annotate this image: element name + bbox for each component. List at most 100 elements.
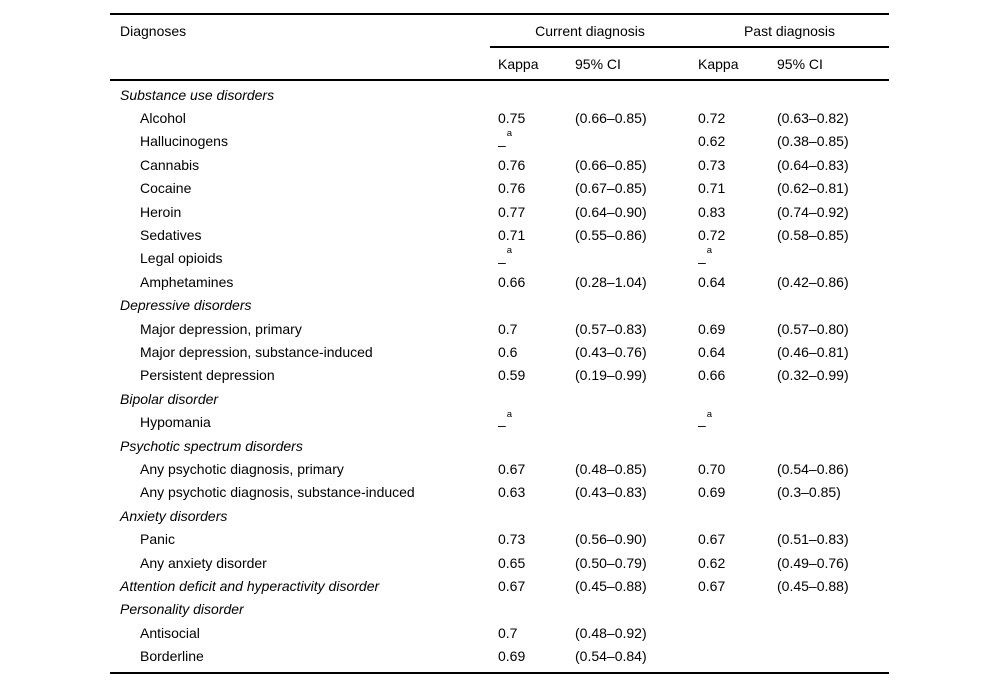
table-row: Cannabis 0.76 (0.66–0.85) 0.73 (0.64–0.83) [110, 153, 889, 176]
kappa-past-cell: –a [690, 410, 769, 433]
diagnosis-label: Substance use disorders [120, 86, 275, 103]
ci-past-cell: (0.32–0.99) [777, 367, 849, 384]
diagnosis-label: Amphetamines [140, 273, 234, 290]
reliability-table: Diagnoses Current diagnosis Past diagnos… [110, 13, 889, 674]
section-row: Bipolar disorder [110, 387, 889, 410]
kappa-current-cell: 0.63 [498, 484, 526, 501]
table-row: Persistent depression 0.59 (0.19–0.99) 0.66… [110, 364, 889, 387]
kappa-current-cell: 0.77 [498, 203, 526, 220]
diagnosis-label: Cannabis [140, 156, 200, 173]
column-header-diagnoses: Diagnoses [120, 22, 187, 39]
section-row: Attention deficit and hyperactivity diso… [110, 574, 889, 597]
table-row: Hallucinogens –a 0.62 (0.38–0.85) [110, 129, 889, 153]
table-row: Antisocial 0.7 (0.48–0.92) [110, 621, 889, 644]
diagnosis-label: Anxiety disorders [120, 507, 228, 524]
section-row: Substance use disorders [110, 83, 889, 106]
table-top-rule [110, 13, 889, 15]
diagnosis-label: Panic [140, 531, 176, 548]
subheader-ci-current: 95% CI [575, 55, 621, 72]
ci-past-cell: (0.51–0.83) [777, 531, 849, 548]
table-row: Any anxiety disorder 0.65 (0.50–0.79) 0.62 (… [110, 551, 889, 574]
diagnosis-label: Alcohol [140, 110, 186, 127]
diagnosis-label: Hypomania [140, 414, 211, 431]
kappa-current-cell: –a [490, 129, 567, 152]
kappa-past-cell: 0.70 [698, 460, 726, 477]
table-row: Major depression, primary 0.7 (0.57–0.83) 0… [110, 317, 889, 340]
table-row: Legal opioids –a –a [110, 246, 889, 270]
kappa-current-cell: 0.73 [498, 531, 526, 548]
ci-past-cell: (0.64–0.83) [777, 156, 849, 173]
kappa-current-cell: 0.69 [498, 648, 526, 665]
ci-past-cell: (0.45–0.88) [777, 577, 849, 594]
table-bottom-rule [110, 671, 889, 674]
ci-current-cell: (0.19–0.99) [575, 367, 647, 384]
ci-current-cell: (0.48–0.85) [575, 460, 647, 477]
kappa-past-cell: 0.83 [698, 203, 726, 220]
section-row: Personality disorder [110, 598, 889, 621]
ci-past-cell: (0.3–0.85) [777, 484, 841, 501]
kappa-past-cell: 0.62 [698, 133, 726, 150]
diagnosis-label: Depressive disorders [120, 297, 252, 314]
table-body: Substance use disorders Alcohol 0.75 (0.66–… [110, 81, 889, 672]
section-row: Anxiety disorders [110, 504, 889, 527]
ci-current-cell: (0.56–0.90) [575, 531, 647, 548]
kappa-current-cell: –a [490, 410, 567, 434]
kappa-current-cell: 0.7 [498, 624, 518, 641]
ci-current-cell: (0.66–0.85) [575, 110, 647, 127]
ci-past-cell: (0.46–0.81) [777, 343, 849, 360]
subheader-ci-past: 95% CI [777, 55, 823, 72]
kappa-past-cell: –a [690, 246, 769, 270]
kappa-past-cell: 0.67 [698, 531, 726, 548]
ci-current-cell: (0.64–0.90) [575, 203, 647, 220]
kappa-current-cell: –a [490, 246, 567, 269]
ci-past-cell: (0.49–0.76) [777, 554, 849, 571]
kappa-past-cell: 0.64 [698, 273, 726, 290]
ci-past-cell: (0.38–0.85) [777, 133, 849, 150]
ci-current-cell: (0.43–0.76) [575, 343, 647, 360]
ci-current-cell: (0.50–0.79) [575, 554, 647, 571]
kappa-past-cell: 0.69 [698, 320, 726, 337]
kappa-current-cell: 0.76 [498, 156, 526, 173]
kappa-current-cell: 0.6 [498, 343, 518, 360]
table-row: Hypomania –a –a [110, 410, 889, 433]
diagnosis-label: Heroin [140, 203, 182, 220]
table-row: Cocaine 0.76 (0.67–0.85) 0.71 (0.62–0.81) [110, 177, 889, 200]
ci-past-cell: (0.74–0.92) [777, 203, 849, 220]
footnote-a-marker: a [706, 408, 713, 420]
table-row: Any psychotic diagnosis, substance-induc… [110, 481, 889, 504]
subheader-kappa-current: Kappa [498, 55, 539, 72]
diagnosis-label: Any psychotic diagnosis, primary [140, 460, 344, 477]
kappa-past-cell: 0.66 [698, 367, 726, 384]
table-row: Panic 0.73 (0.56–0.90) 0.67 (0.51–0.83) [110, 527, 889, 550]
ci-current-cell: (0.67–0.85) [575, 180, 647, 197]
ci-past-cell: (0.63–0.82) [777, 110, 849, 127]
kappa-current-cell: 0.67 [498, 577, 526, 594]
table-row: Amphetamines 0.66 (0.28–1.04) 0.64 (0.42–0.8… [110, 270, 889, 293]
diagnosis-label: Attention deficit and hyperactivity diso… [120, 577, 380, 594]
diagnosis-label: Hallucinogens [140, 133, 228, 150]
ci-current-cell: (0.43–0.83) [575, 484, 647, 501]
kappa-past-cell: 0.64 [698, 343, 726, 360]
missing-value-dash: – [698, 253, 706, 270]
table-row: Borderline 0.69 (0.54–0.84) [110, 644, 889, 667]
diagnosis-label: Borderline [140, 648, 204, 665]
kappa-current-cell: 0.76 [498, 180, 526, 197]
table-row: Any psychotic diagnosis, primary 0.67 (0.4… [110, 457, 889, 480]
kappa-current-cell: 0.75 [498, 110, 526, 127]
diagnosis-label: Major depression, substance-induced [140, 343, 373, 360]
footnote-a-marker: a [506, 408, 513, 420]
ci-current-cell: (0.48–0.92) [575, 624, 647, 641]
footnote-a-marker: a [506, 128, 513, 140]
subheader-kappa-past: Kappa [698, 55, 739, 72]
section-row: Psychotic spectrum disorders [110, 434, 889, 457]
kappa-current-cell: 0.71 [498, 227, 526, 244]
diagnosis-label: Sedatives [140, 227, 202, 244]
missing-value-dash: – [498, 417, 506, 434]
ci-past-cell: (0.58–0.85) [777, 227, 849, 244]
ci-past-cell: (0.57–0.80) [777, 320, 849, 337]
diagnosis-label: Major depression, primary [140, 320, 302, 337]
kappa-current-cell: 0.66 [498, 273, 526, 290]
diagnosis-label: Cocaine [140, 180, 192, 197]
diagnosis-label: Persistent depression [140, 367, 275, 384]
kappa-current-cell: 0.67 [498, 460, 526, 477]
